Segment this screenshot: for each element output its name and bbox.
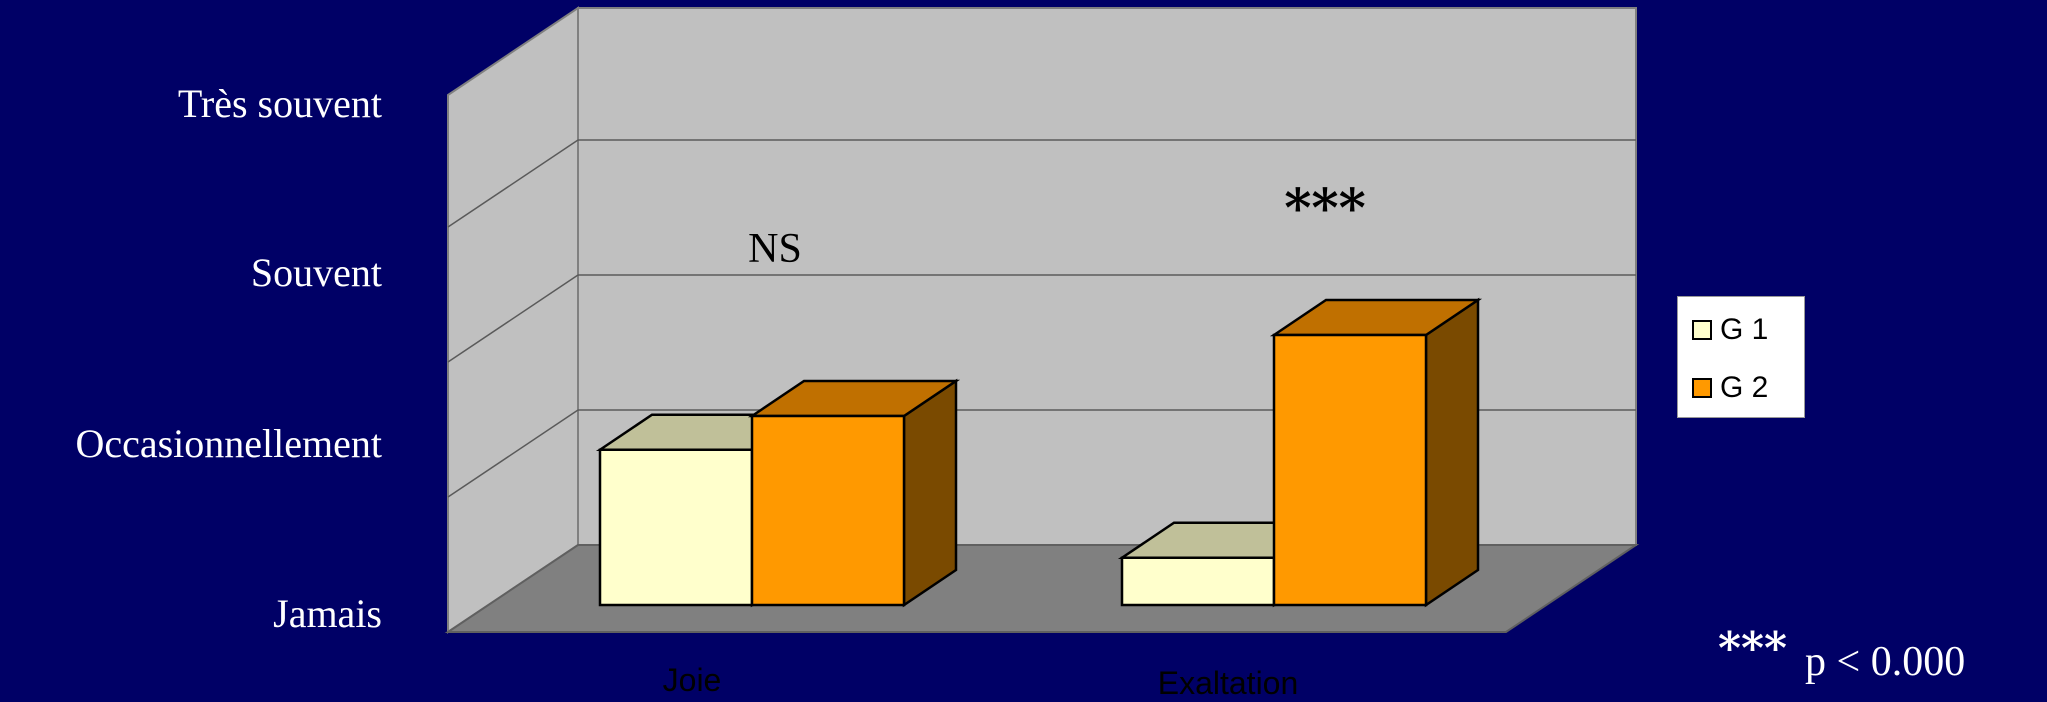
significance-note: *** p < 0.000 — [1718, 623, 1965, 685]
legend: G 1 G 2 — [1677, 296, 1805, 418]
x-tick-label: Exaltation — [1157, 665, 1299, 701]
annotations: NS *** — [748, 178, 1366, 272]
p-value-text: p < 0.000 — [1805, 639, 1966, 685]
bar-g1-exaltation — [1120, 556, 1276, 607]
bars — [595, 297, 1483, 608]
bar-side — [1424, 297, 1480, 608]
bar-g2-exaltation — [1272, 333, 1428, 607]
legend-swatch-g1 — [1692, 320, 1712, 340]
y-tick-label: Très souvent — [177, 81, 382, 126]
x-tick-label: Joie — [662, 662, 722, 698]
legend-label: G 2 — [1720, 371, 1769, 404]
bar-g2-joie — [750, 414, 906, 607]
legend-item: G 1 — [1692, 313, 1768, 347]
gridline — [447, 139, 579, 228]
gridline — [447, 274, 579, 363]
y-tick-label: Souvent — [250, 250, 382, 295]
legend-label: G 1 — [1720, 313, 1769, 346]
significance-annotation: NS — [748, 226, 802, 272]
gridline — [447, 409, 579, 498]
y-tick-label: Occasionnellement — [75, 421, 382, 466]
y-tick-label: Jamais — [273, 591, 382, 636]
bar-g1-joie — [598, 448, 754, 607]
legend-swatch-g2 — [1692, 378, 1712, 398]
bar-side — [902, 378, 958, 608]
chart-side-wall — [447, 6, 579, 634]
legend-item: G 2 — [1692, 371, 1768, 405]
significance-stars: *** — [1718, 623, 1788, 674]
gridlines — [447, 139, 1636, 498]
significance-annotation: *** — [1284, 178, 1366, 239]
